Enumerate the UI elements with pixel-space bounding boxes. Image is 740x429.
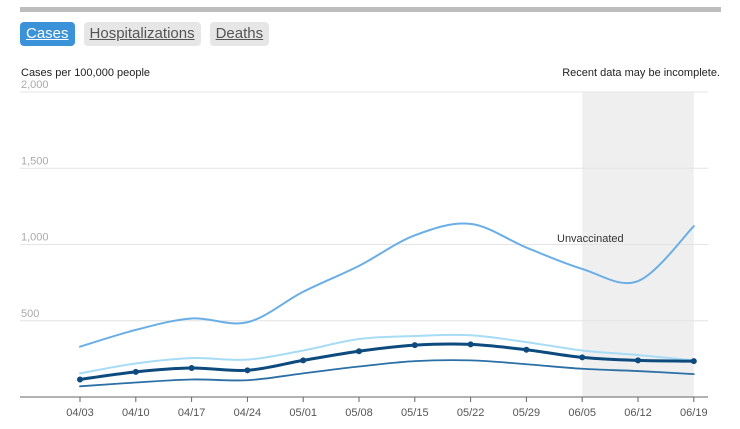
tab-deaths[interactable]: Deaths bbox=[209, 22, 270, 46]
series-lower-line bbox=[79, 359, 695, 388]
x-tick-label: 06/12 bbox=[624, 407, 652, 419]
series-main-line bbox=[78, 342, 696, 381]
main-series-point bbox=[690, 358, 697, 365]
top-rule bbox=[20, 7, 721, 12]
main-series-point bbox=[77, 376, 83, 383]
y-tick-label: 500 bbox=[21, 308, 39, 320]
main-series-point bbox=[356, 348, 362, 355]
unvaccinated-annotation: Unvaccinated bbox=[557, 233, 624, 245]
incomplete-data-note: Recent data may be incomplete. bbox=[562, 67, 720, 79]
tab-hospitalizations[interactable]: Hospitalizations bbox=[83, 22, 201, 46]
x-tick-label: 05/01 bbox=[289, 407, 317, 419]
x-tick-label: 05/15 bbox=[401, 407, 429, 419]
main-series-point bbox=[467, 341, 474, 348]
main-series-point bbox=[411, 342, 418, 349]
main-series-point bbox=[188, 365, 195, 372]
x-tick-label: 04/03 bbox=[66, 407, 94, 419]
x-tick-label: 04/17 bbox=[178, 407, 206, 419]
y-axis-label: Cases per 100,000 people bbox=[21, 67, 151, 79]
main-series-point bbox=[523, 346, 530, 353]
x-tick-label: 05/22 bbox=[457, 407, 485, 419]
x-tick-label: 04/24 bbox=[234, 407, 262, 419]
x-tick-label: 06/05 bbox=[568, 407, 596, 419]
x-tick-label: 04/10 bbox=[122, 407, 150, 419]
main-series-point bbox=[300, 357, 307, 364]
x-tick-label: 05/08 bbox=[345, 407, 373, 419]
tab-cases[interactable]: Cases bbox=[20, 22, 75, 46]
x-tick-label: 05/29 bbox=[513, 407, 541, 419]
y-tick-label: 1,000 bbox=[21, 232, 49, 244]
main-series-point bbox=[132, 368, 139, 375]
x-tick-label: 06/19 bbox=[680, 407, 708, 419]
series-light-line bbox=[79, 333, 695, 375]
main-series-point bbox=[579, 354, 586, 361]
main-series-point bbox=[244, 367, 251, 374]
main-series-point bbox=[635, 357, 641, 364]
y-tick-label: 2,000 bbox=[21, 79, 49, 91]
y-tick-label: 1,500 bbox=[21, 155, 49, 167]
series-unvaccinated-line bbox=[79, 222, 695, 348]
metric-tabs: Cases Hospitalizations Deaths bbox=[20, 22, 270, 46]
